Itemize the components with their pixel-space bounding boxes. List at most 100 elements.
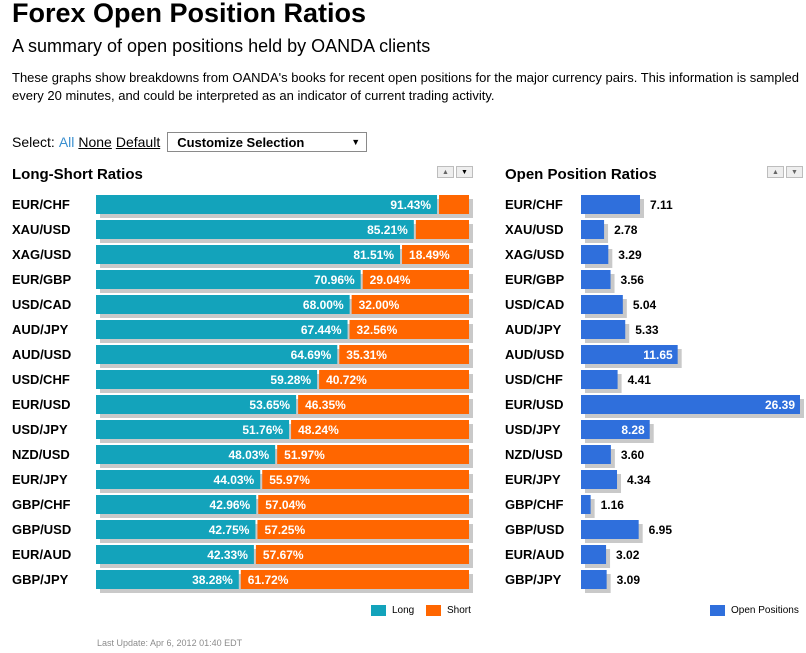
bar-short (439, 195, 469, 214)
legend-swatch-long (371, 605, 386, 616)
category-label: USD/JPY (12, 422, 68, 437)
data-label-long: 38.28% (192, 573, 233, 587)
data-label-open: 26.39 (765, 398, 795, 412)
chevron-down-icon: ▼ (351, 137, 361, 147)
data-label-long: 68.00% (303, 298, 344, 312)
customize-selection-dropdown[interactable]: Customize Selection ▼ (167, 132, 368, 152)
data-label-short: 46.35% (305, 398, 346, 412)
page-subtitle: A summary of open positions held by OAND… (12, 36, 431, 56)
data-label-long: 48.03% (228, 448, 269, 462)
sort-up-icon[interactable]: ▲ (767, 166, 784, 178)
bar-short (319, 370, 469, 389)
data-label-long: 42.96% (210, 498, 251, 512)
bar-long (96, 470, 261, 489)
bar-open-positions (581, 445, 611, 464)
category-label: EUR/CHF (12, 197, 70, 212)
data-label-long: 85.21% (367, 223, 408, 237)
category-label: AUD/USD (505, 347, 564, 362)
sort-up-icon[interactable]: ▲ (437, 166, 454, 178)
open-position-title: Open Position Ratios (505, 166, 657, 183)
bar-long (96, 520, 256, 539)
bar-open-positions (581, 345, 678, 364)
bar-short (298, 395, 469, 414)
category-label: GBP/USD (12, 522, 71, 537)
bar-short (351, 295, 469, 314)
bar-short (339, 345, 469, 364)
bar-long (96, 270, 361, 289)
last-update: Last Update: Apr 6, 2012 01:40 EDT (97, 638, 243, 648)
data-label-open: 2.78 (614, 223, 638, 237)
bar-short (262, 470, 469, 489)
open-position-chart: EUR/CHF 7.11 XAU/USD 2.78 XAG/USD 3.29 EUR/GBP… (505, 195, 804, 593)
category-label: GBP/CHF (505, 497, 564, 512)
bar-short (255, 545, 469, 564)
data-label-open: 5.33 (635, 323, 659, 337)
sort-down-icon[interactable]: ▼ (786, 166, 803, 178)
open-position-sort-controls: ▲ ▼ (767, 166, 803, 178)
data-label-short: 61.72% (248, 573, 289, 587)
category-label: USD/CAD (505, 297, 564, 312)
data-label-long: 53.65% (249, 398, 290, 412)
category-label: AUD/JPY (12, 322, 69, 337)
data-label-short: 40.72% (326, 373, 367, 387)
legend-open-positions: Open Positions (710, 605, 799, 616)
data-label-open: 3.29 (618, 248, 642, 262)
category-label: XAU/USD (505, 222, 564, 237)
bar-open-positions (581, 295, 623, 314)
data-label-long: 91.43% (390, 198, 431, 212)
bar-open-positions (581, 470, 618, 489)
legend-swatch-short (426, 605, 441, 616)
category-label: NZD/USD (12, 447, 70, 462)
data-label-long: 59.28% (270, 373, 311, 387)
data-label-open: 8.28 (621, 423, 645, 437)
category-label: USD/CAD (12, 297, 71, 312)
bar-long (96, 195, 438, 214)
bar-long (96, 320, 348, 339)
select-all-link[interactable]: All (58, 134, 75, 150)
category-label: GBP/JPY (12, 572, 69, 587)
bar-open-positions (581, 245, 609, 264)
data-label-short: 57.04% (265, 498, 306, 512)
data-label-short: 51.97% (284, 448, 325, 462)
data-label-open: 3.56 (621, 273, 645, 287)
data-label-short: 32.00% (359, 298, 400, 312)
bar-open-positions (581, 570, 607, 589)
category-label: EUR/GBP (12, 272, 72, 287)
select-default-link[interactable]: Default (115, 134, 161, 150)
bar-short (257, 520, 469, 539)
long-short-chart: EUR/CHF 91.43% XAU/USD 85.21% XAG/USD 81.51% 1… (12, 195, 473, 593)
selection-controls: Select: All None Default Customize Selec… (12, 132, 368, 152)
data-label-open: 4.34 (627, 473, 651, 487)
category-label: EUR/JPY (12, 472, 68, 487)
bar-short (277, 445, 469, 464)
data-label-open: 11.65 (643, 348, 673, 362)
data-label-open: 1.16 (601, 498, 625, 512)
data-label-open: 3.02 (616, 548, 640, 562)
category-label: XAG/USD (505, 247, 564, 262)
bar-short (291, 420, 469, 439)
category-label: EUR/USD (12, 397, 71, 412)
legend-label-open: Open Positions (731, 605, 799, 616)
bar-open-positions (581, 520, 639, 539)
sort-down-icon[interactable]: ▼ (456, 166, 473, 178)
data-label-short: 57.67% (263, 548, 304, 562)
bar-long (96, 570, 239, 589)
data-label-open: 3.09 (617, 573, 641, 587)
data-label-open: 6.95 (649, 523, 673, 537)
data-label-long: 42.33% (207, 548, 248, 562)
legend-swatch-open (710, 605, 725, 616)
bar-open-positions (581, 220, 605, 239)
bar-short (240, 570, 469, 589)
data-label-short: 57.25% (264, 523, 305, 537)
long-short-sort-controls: ▲ ▼ (437, 166, 473, 178)
data-label-short: 18.49% (409, 248, 450, 262)
bar-long (96, 370, 318, 389)
category-label: AUD/JPY (505, 322, 562, 337)
select-label: Select: (12, 134, 55, 150)
bar-open-positions (581, 545, 607, 564)
category-label: EUR/CHF (505, 197, 563, 212)
select-none-link[interactable]: None (78, 134, 112, 150)
data-label-long: 67.44% (301, 323, 342, 337)
data-label-long: 44.03% (214, 473, 255, 487)
bar-open-positions (581, 195, 641, 214)
